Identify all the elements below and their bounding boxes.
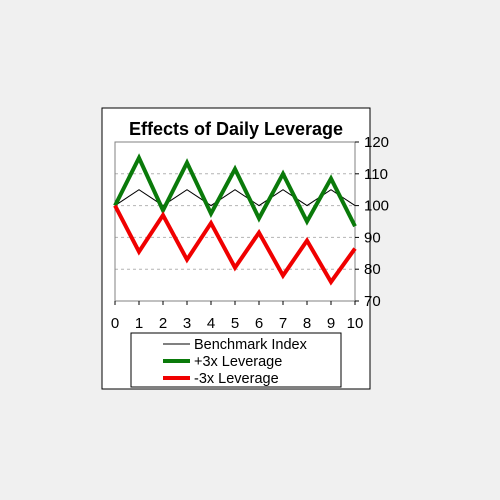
x-tick-label: 9 [327,315,335,332]
y-tick-label: 70 [364,293,381,310]
x-tick-label: 7 [279,315,287,332]
x-tick-label: 6 [255,315,263,332]
x-tick-label: 4 [207,315,215,332]
legend-label: -3x Leverage [194,371,279,387]
legend: Benchmark Index+3x Leverage-3x Leverage [163,337,308,387]
x-tick-label: 2 [159,315,167,332]
chart-title: Effects of Daily Leverage [129,119,343,139]
series-line-3 [113,204,357,286]
y-tick-label: 110 [364,166,388,183]
x-tick-label: 5 [231,315,239,332]
x-tick-label: 0 [111,315,119,332]
y-tick-label: 120 [364,134,389,151]
x-tick-label: 10 [347,315,364,332]
legend-label: Benchmark Index [194,337,308,353]
x-tick-label: 3 [183,315,191,332]
series-line-2 [113,153,357,228]
x-axis: 0 1 2 3 4 5 6 7 8 9 10 [111,301,364,332]
y-tick-label: 100 [364,198,389,215]
series-line-1 [114,189,356,207]
legend-label: +3x Leverage [194,354,282,370]
series-lines [113,153,357,286]
y-tick-label: 90 [364,229,381,246]
y-tick-label: 80 [364,261,381,278]
x-tick-label: 1 [135,315,143,332]
y-axis: 70 80 90 100 110 120 [355,134,389,310]
x-tick-label: 8 [303,315,311,332]
